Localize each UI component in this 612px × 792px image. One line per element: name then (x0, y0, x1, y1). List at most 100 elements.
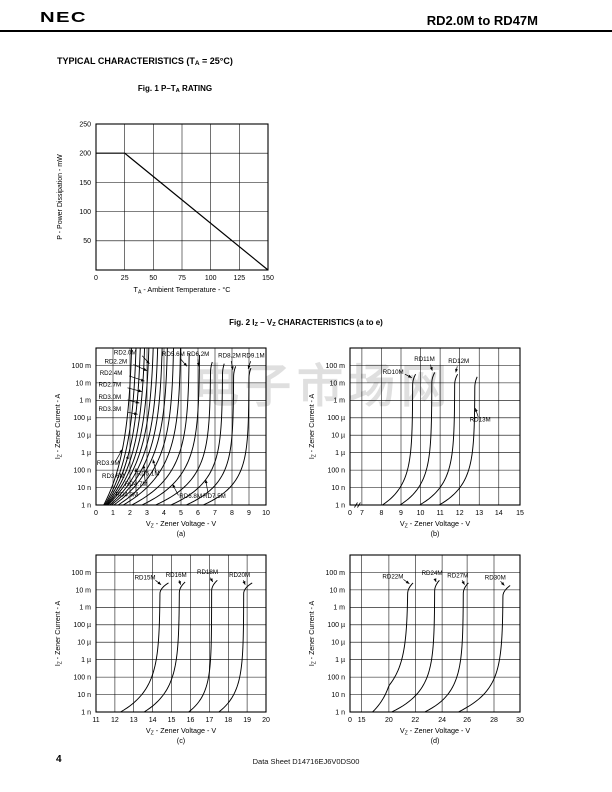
x-tick-label: 6 (196, 510, 200, 517)
x-tick-label: 0 (348, 510, 352, 517)
curve-label: RD18M (197, 569, 218, 576)
arrowhead (461, 581, 465, 585)
curve-label: RD30M (485, 574, 506, 581)
curve-label: RD11M (414, 356, 435, 363)
x-tick-label: 9 (247, 510, 251, 517)
y-tick-label: 100 m (326, 363, 346, 370)
x-tick-label: 26 (463, 717, 471, 724)
fig1-caption: Fig. 1 P–TA RATING (137, 84, 213, 94)
x-tick-label: 3 (145, 510, 149, 517)
nec-logo: NEC (40, 9, 87, 26)
x-tick-label: 17 (206, 717, 214, 724)
chart-svg-fig1: 50 100 150 200 250 0 25 50 75 100 125 150 TA - Ambie… (57, 121, 274, 295)
curve-label: RD5.6M (162, 351, 185, 358)
curve-RD2.7M (105, 347, 146, 506)
chart-svg-b: RD10M RD11M RD12M RD13M 100 m 10 m 1 m 100 µ 10 … (309, 347, 524, 538)
x-tick-label: 24 (438, 717, 446, 724)
curve-RD5.1M (122, 347, 181, 506)
y-tick-label: 1 n (335, 502, 345, 509)
arrowhead (242, 580, 246, 585)
arrowhead (475, 408, 478, 412)
x-tick-label: 5 (179, 510, 183, 517)
arrowhead (134, 468, 138, 472)
x-tick-label: 0 (94, 510, 98, 517)
chart-svg-c: RD15M RD16M RD18M RD20M 100 m 10 m 1 m 100 µ 10 … (55, 554, 270, 745)
page-number: 4 (56, 754, 62, 765)
y-tick-label: 200 (79, 151, 91, 158)
y-tick-label: 100 n (73, 468, 91, 475)
y-tick-label: 1 n (81, 502, 91, 509)
curve-RD22M (372, 582, 414, 713)
y-tick-label: 1 n (81, 709, 91, 716)
axis-break (354, 502, 358, 508)
curve-label: RD27M (447, 573, 468, 580)
arrowhead (408, 374, 412, 378)
curve-RD2.2M (104, 347, 137, 506)
y-tick-label: 1 µ (81, 657, 91, 664)
x-tick-label: 15 (358, 717, 366, 724)
curve-RD18M (188, 579, 218, 713)
curve-RD15M (120, 582, 169, 713)
x-tick-label: 18 (224, 717, 232, 724)
arrowhead (138, 389, 142, 393)
curve-label: RD10M (383, 369, 404, 376)
curve-RD8.2M (185, 366, 237, 506)
x-tick-label: 11 (436, 510, 443, 517)
curve-label: RD8.2M (218, 353, 241, 360)
x-tick-label: 20 (262, 717, 270, 724)
x-tick-label: 25 (121, 275, 129, 282)
arrowhead (455, 368, 458, 373)
y-tick-label: 250 (79, 121, 91, 128)
curve-label: RD5.1M (137, 470, 160, 477)
fig2c-iz-vz-chart: RD15M RD16M RD18M RD20M 100 m 10 m 1 m 100 µ 10 … (50, 545, 290, 757)
curve-label: RD22M (382, 574, 403, 581)
curve-RD11M (399, 372, 436, 506)
curves (382, 372, 478, 506)
arrowhead (125, 455, 129, 459)
y-tick-label: 100 m (326, 570, 346, 577)
curve-RD20M (218, 582, 253, 713)
plot-border (95, 347, 267, 506)
y-tick-label: 100 (79, 209, 91, 216)
y-tick-label: 10 m (329, 587, 345, 594)
curve-RD9.1M (202, 367, 252, 506)
y-tick-label: 1 µ (335, 450, 345, 457)
y-tick-label: 1 µ (335, 657, 345, 664)
subplot-label: (c) (177, 736, 185, 745)
fig2a-iz-vz-chart: RD2.0M RD2.2M RD2.4M RD2.7M RD3.0M RD3.3M RD5.… (50, 338, 290, 550)
y-tick-label: 150 (79, 180, 91, 187)
subplot-label: (b) (431, 529, 440, 538)
arrowhead (433, 578, 437, 582)
section-title: TYPICAL CHARACTERISTICS (TA = 25°C) (57, 56, 233, 67)
plot-border (349, 554, 521, 713)
curve-label: RD20M (229, 572, 250, 579)
curve-label: RD7.5M (203, 493, 226, 500)
x-tick-label: 4 (162, 510, 166, 517)
curve-label: RD24M (422, 570, 443, 577)
x-tick-label: 0 (94, 275, 98, 282)
x-tick-label: 75 (178, 275, 186, 282)
arrowhead (135, 400, 140, 404)
x-tick-label: 14 (149, 717, 157, 724)
x-tick-label: 1 (111, 510, 115, 517)
curves (120, 579, 253, 713)
y-tick-label: 10 m (75, 380, 91, 387)
x-tick-label: 19 (243, 717, 251, 724)
curve-RD27M (424, 582, 469, 713)
x-tick-label: 15 (516, 510, 524, 517)
arrowhead (142, 464, 146, 469)
y-tick-label: 100 n (327, 675, 345, 682)
arrowhead (140, 378, 145, 382)
y-tick-label: 100 n (327, 468, 345, 475)
arrowhead (146, 360, 150, 364)
axis-break (357, 502, 361, 508)
x-tick-label: 7 (360, 510, 364, 517)
curve-label: RD3.0M (99, 394, 122, 401)
curve-label: RD9.1M (242, 353, 265, 360)
x-tick-label: 10 (417, 510, 425, 517)
curve-label: RD13M (470, 416, 491, 423)
gridlines (350, 348, 520, 505)
curve-RD6.8M (155, 361, 213, 506)
x-tick-label: 15 (168, 717, 176, 724)
x-tick-label: 20 (385, 717, 393, 724)
